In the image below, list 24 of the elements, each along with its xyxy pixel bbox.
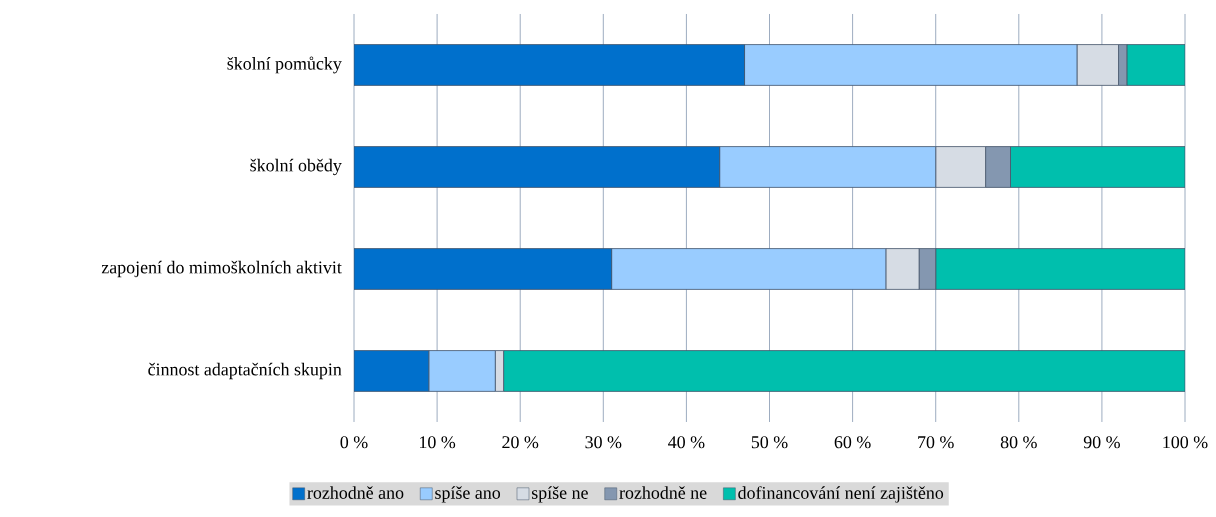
x-tick-label: 0 % [340,436,368,449]
x-tick-label: 30 % [585,436,622,449]
x-tick-label: 50 % [751,436,788,449]
bar [354,44,745,86]
x-tick-label: 70 % [918,436,954,449]
x-tick-label: 80 % [1000,436,1037,449]
legend-label: dofinancování není zajištěno [738,486,944,503]
y-tick-label: školní pomůcky [227,56,342,74]
x-tick-label: 90 % [1083,436,1120,449]
bar [354,248,613,290]
y-tick-label: školní obědy [250,158,342,176]
bar [354,350,430,392]
bar [354,146,721,188]
x-tick-label: 100 % [1163,436,1208,449]
x-tick-label: 20 % [502,436,539,449]
legend-label: rozhodně ne [619,486,707,499]
legend-label: spíše ano [435,486,501,503]
legend-label: rozhodně ano [307,486,404,499]
x-tick-label: 10 % [420,436,456,449]
y-tick-label: zapojení do mimoškolních aktivit [101,260,342,278]
x-tick-label: 40 % [668,436,705,449]
legend-label: spíše ne [531,486,588,503]
x-tick-label: 60 % [834,436,871,449]
y-tick-label: činnost adaptačních skupin [148,362,342,380]
